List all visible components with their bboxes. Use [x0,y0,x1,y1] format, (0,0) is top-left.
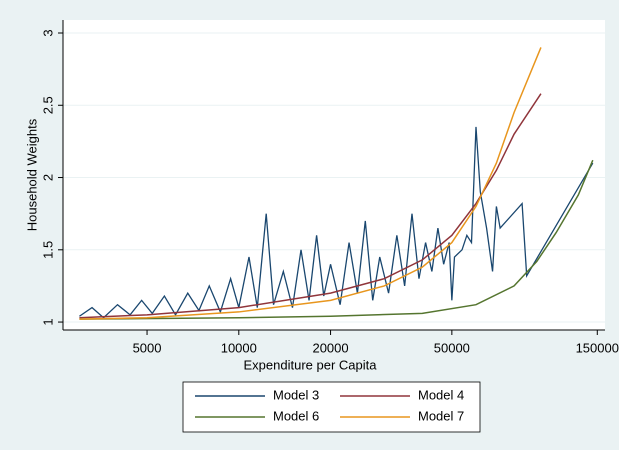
y-tick-label: 3 [40,29,55,36]
y-axis-label: Household Weights [24,118,39,231]
y-tick-label: 2.5 [40,96,55,114]
legend-label: Model 4 [418,387,464,402]
plot-area [63,20,605,330]
series-line [79,126,594,319]
x-tick-label: 50000 [434,340,470,355]
x-tick-label: 5000 [133,340,162,355]
series-line [79,159,594,320]
legend-label: Model 6 [273,408,319,423]
y-tick-label: 1 [40,318,55,325]
legend [182,381,481,433]
x-axis-label: Expenditure per Capita [244,357,378,372]
legend-label: Model 3 [273,387,319,402]
series-line [79,93,542,319]
x-tick-label: 20000 [312,340,348,355]
x-tick-label: 10000 [221,340,257,355]
y-tick-label: 2 [40,174,55,181]
legend-label: Model 7 [418,408,464,423]
series-line [79,47,542,320]
y-tick-label: 1.5 [40,241,55,259]
x-tick-label: 150000 [576,340,619,355]
